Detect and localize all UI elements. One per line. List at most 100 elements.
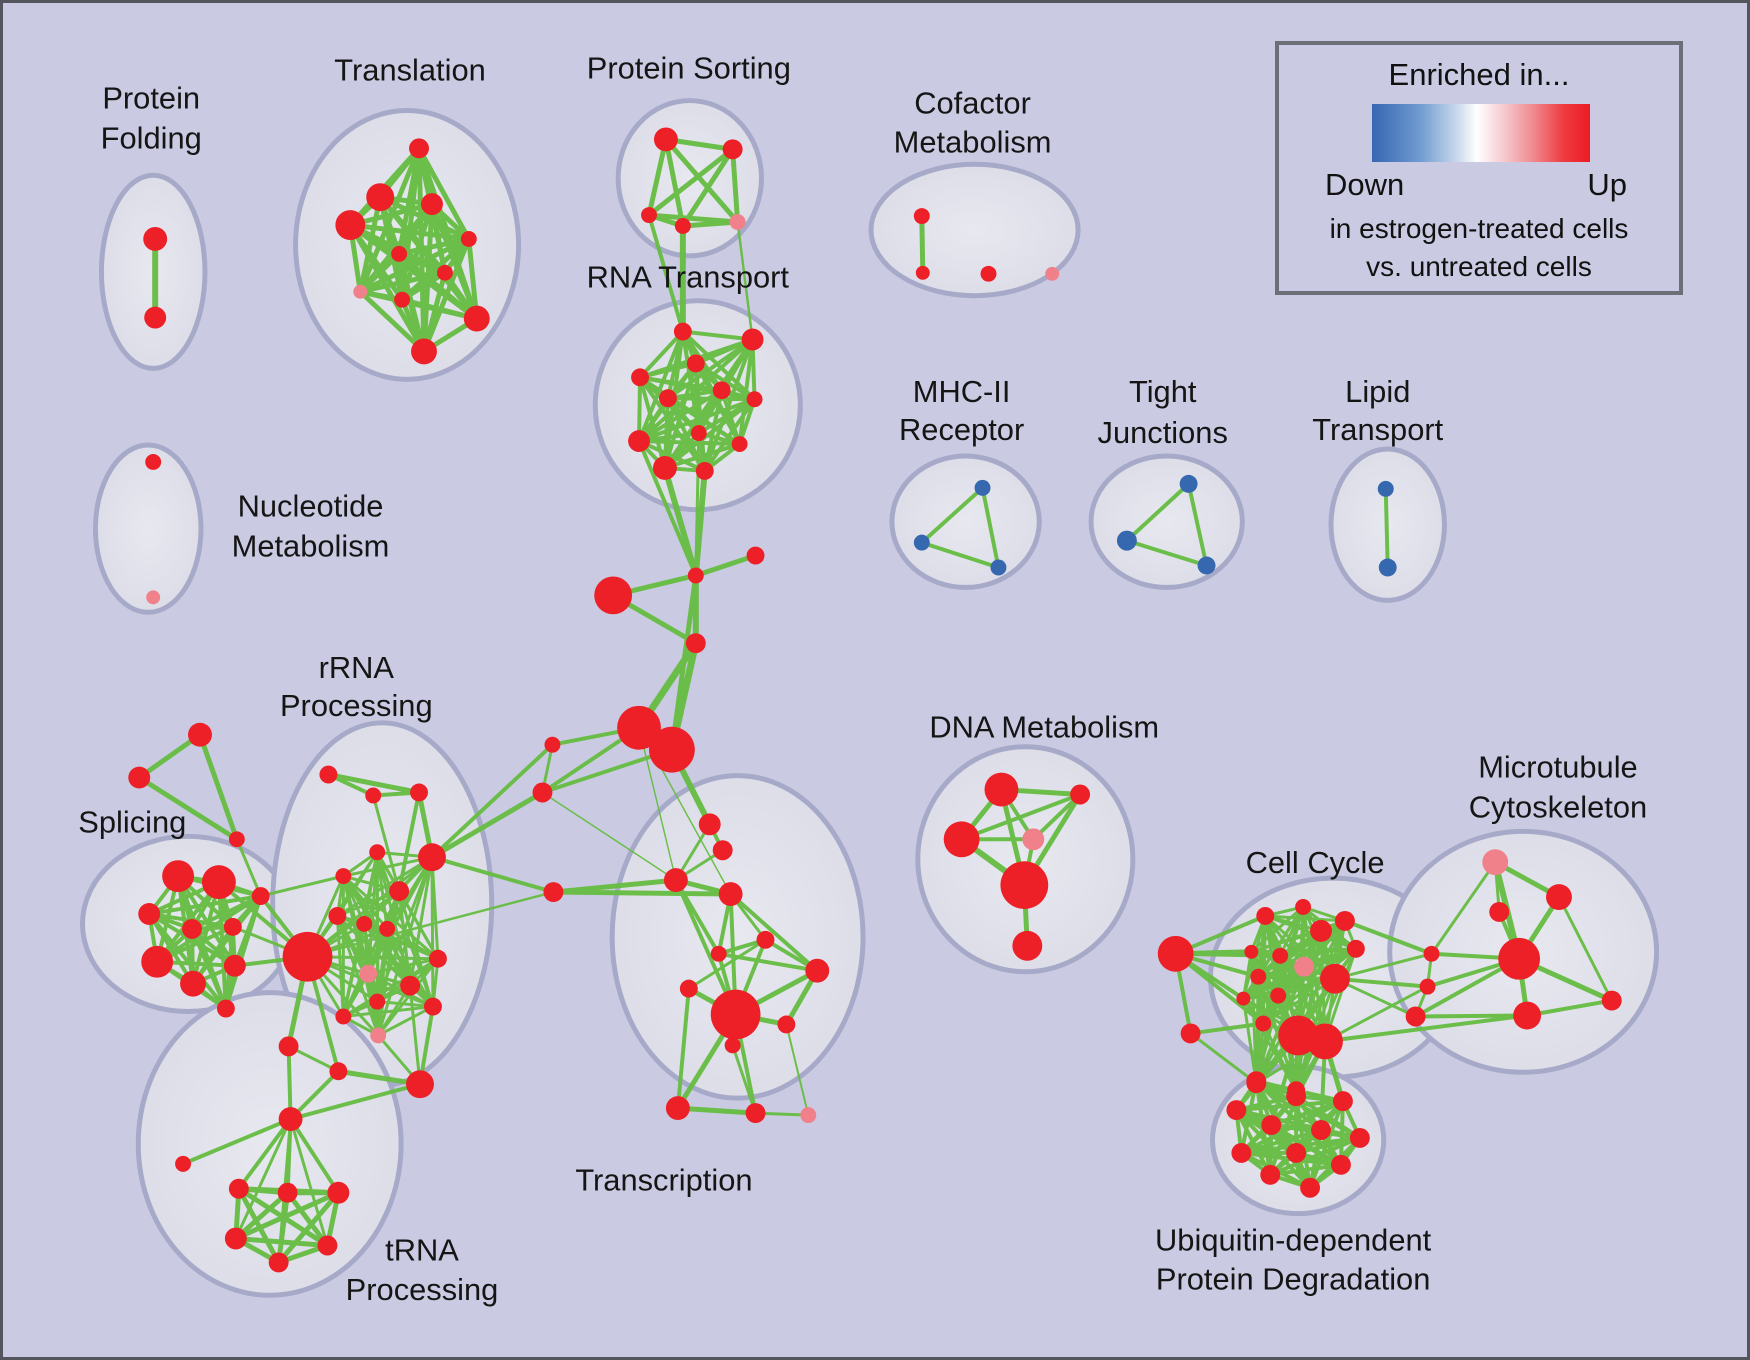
edge	[637, 397, 757, 444]
edge	[785, 1023, 810, 1117]
gene-set-node-R9	[356, 915, 373, 932]
legend-title: Enriched in...	[1388, 57, 1570, 92]
gene-set-node-T4	[335, 210, 366, 240]
cluster-label-translation: Translation	[334, 53, 486, 88]
edge	[429, 742, 555, 860]
edge	[1254, 994, 1280, 1085]
edge	[1323, 985, 1430, 1043]
gene-set-node-MT4	[1498, 937, 1541, 980]
edge	[1332, 976, 1430, 989]
gene-set-node-TJ1	[1179, 474, 1198, 493]
edge	[376, 957, 440, 1037]
gene-set-node-R2	[365, 787, 382, 804]
cluster-label-protein-folding: Folding	[101, 120, 202, 155]
gene-set-node-RT6	[712, 381, 731, 400]
edge	[375, 1000, 435, 1009]
gene-set-node-TR8	[679, 979, 698, 998]
gene-set-node-CC14	[1307, 1023, 1343, 1060]
gene-set-node-TN10	[268, 1252, 289, 1273]
edge	[397, 790, 422, 894]
gene-set-node-T10	[463, 305, 490, 332]
gene-set-node-CC5	[1244, 944, 1259, 959]
gene-set-node-H4	[685, 633, 706, 654]
edge	[429, 855, 556, 895]
gene-set-node-PF1	[143, 227, 168, 251]
gene-set-node-R8	[328, 906, 347, 925]
edge	[136, 775, 240, 842]
gene-set-node-TN8	[224, 1227, 247, 1250]
gene-set-node-D1	[984, 772, 1019, 807]
gene-set-node-TN9	[317, 1235, 338, 1256]
gene-set-node-S10	[216, 999, 235, 1018]
gene-set-node-U7	[1349, 1128, 1370, 1148]
gene-set-node-H5	[617, 705, 661, 750]
cluster-label-mhc-ii-receptor: Receptor	[899, 412, 1024, 447]
edge	[259, 874, 345, 898]
cluster-label-trna-processing: tRNA	[385, 1232, 459, 1267]
edge	[235, 837, 263, 898]
edge	[1525, 998, 1614, 1018]
gene-set-node-CC17	[1346, 939, 1365, 958]
gene-set-node-S0a	[188, 722, 212, 747]
gene-set-node-R10	[379, 920, 396, 937]
gene-set-node-RT9	[628, 430, 650, 453]
edge	[675, 1105, 759, 1116]
gene-set-node-R15	[423, 997, 442, 1016]
edge	[466, 236, 480, 322]
gene-set-node-H8	[532, 782, 553, 803]
edge	[693, 361, 757, 402]
edge	[731, 1043, 758, 1115]
edge	[693, 553, 759, 578]
edge	[347, 222, 472, 242]
gene-set-node-TR7	[805, 958, 830, 983]
gene-set-node-MT1	[1482, 849, 1509, 876]
gene-set-node-RT1	[673, 322, 692, 341]
edge	[919, 485, 985, 545]
gene-set-node-T6	[391, 245, 408, 262]
edge	[919, 540, 1001, 570]
edge	[371, 793, 401, 893]
edge	[919, 213, 926, 276]
gene-set-node-T11	[411, 338, 437, 365]
edge	[1333, 952, 1434, 981]
edge	[285, 1190, 330, 1248]
cluster-label-protein-folding: Protein	[102, 81, 200, 116]
legend-caption-line2: vs. untreated cells	[1366, 251, 1592, 282]
cluster-label-cofactor-metabolism: Metabolism	[894, 124, 1052, 159]
gene-set-node-C1	[913, 208, 930, 225]
gene-set-node-T8	[353, 284, 368, 299]
edge	[416, 145, 472, 242]
gene-set-node-R11	[359, 964, 378, 983]
edge	[1189, 1031, 1258, 1085]
edge	[1430, 860, 1497, 956]
gene-set-node-S6	[141, 945, 174, 978]
edge	[289, 1117, 329, 1247]
gene-set-node-R5	[418, 843, 446, 872]
cluster-label-cell-cycle: Cell Cycle	[1246, 845, 1385, 880]
gene-set-node-TN4	[175, 1155, 192, 1172]
gene-set-node-C3	[980, 265, 997, 282]
edge	[680, 146, 736, 229]
edge	[1186, 481, 1209, 568]
edge	[357, 194, 383, 295]
gene-set-node-CC8	[1250, 968, 1267, 985]
gene-set-node-D5	[1000, 861, 1049, 909]
edge	[399, 270, 448, 303]
edge	[1342, 918, 1434, 956]
gene-set-node-TR1	[698, 813, 721, 836]
edge	[366, 957, 440, 976]
gene-set-node-PS2	[722, 139, 743, 160]
gene-set-node-S1	[162, 860, 195, 893]
gene-set-node-M2	[913, 534, 930, 551]
edge	[736, 220, 754, 341]
gene-set-node-TR2	[712, 840, 733, 861]
gene-set-node-TR4	[718, 882, 743, 906]
edge	[646, 136, 669, 218]
gene-set-node-D6	[1012, 930, 1043, 961]
edge	[341, 1005, 435, 1019]
gene-set-node-TR10	[724, 1037, 741, 1054]
gene-set-node-TJ2	[1116, 530, 1137, 551]
gene-set-node-T1	[409, 138, 429, 159]
edge	[1323, 1013, 1530, 1044]
gene-set-node-T5	[460, 230, 477, 247]
